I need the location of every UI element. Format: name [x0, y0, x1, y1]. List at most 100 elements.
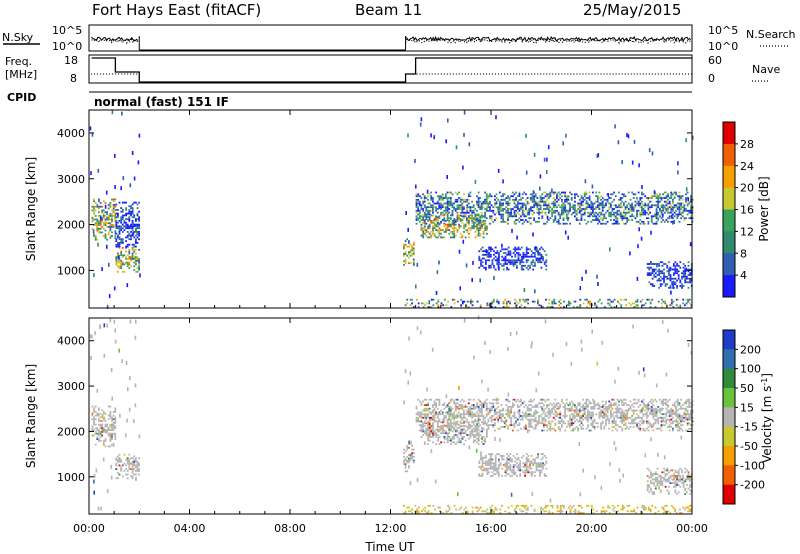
- heatmap-cell: [645, 411, 648, 414]
- heatmap-cell: [441, 426, 444, 429]
- heatmap-cell: [561, 418, 563, 421]
- heatmap-cell: [497, 209, 500, 212]
- heatmap-cell: [664, 275, 667, 278]
- heatmap-cell: [450, 437, 452, 440]
- heatmap-cell: [522, 298, 525, 301]
- heatmap-cell: [125, 225, 127, 228]
- heatmap-cell: [133, 261, 136, 264]
- heatmap-cell: [659, 200, 661, 203]
- heatmap-cell: [585, 400, 588, 403]
- heatmap-cell: [590, 429, 593, 432]
- heatmap-cell: [616, 416, 619, 419]
- heatmap-cell: [461, 198, 464, 201]
- heatmap-cell: [505, 306, 508, 308]
- heatmap-cell: [102, 429, 105, 431]
- heatmap-cell: [595, 404, 598, 406]
- heatmap-cell: [523, 202, 526, 205]
- heatmap-cell: [600, 198, 602, 201]
- heatmap-cell: [551, 209, 553, 212]
- heatmap-cell: [527, 259, 530, 262]
- heatmap-cell: [496, 467, 499, 470]
- heatmap-cell: [575, 413, 578, 416]
- heatmap-cell: [636, 300, 639, 303]
- heatmap-cell: [547, 208, 550, 210]
- heatmap-cell: [611, 413, 614, 416]
- heatmap-cell: [468, 227, 470, 230]
- heatmap-cell: [500, 409, 503, 412]
- heatmap-cell: [133, 468, 136, 470]
- heatmap-cell: [469, 214, 472, 217]
- heatmap-cell: [128, 218, 131, 220]
- heatmap-cell: [677, 264, 680, 267]
- heatmap-cell: [512, 261, 515, 264]
- heatmap-cell: [502, 202, 504, 205]
- heatmap-cell: [533, 152, 536, 157]
- heatmap-cell: [492, 206, 495, 209]
- heatmap-cell: [491, 306, 494, 308]
- heatmap-cell: [412, 262, 415, 264]
- heatmap-cell: [482, 421, 485, 424]
- heatmap-cell: [433, 409, 436, 412]
- heatmap-cell: [433, 413, 436, 416]
- heatmap-cell: [485, 456, 487, 459]
- heatmap-cell: [106, 423, 108, 426]
- heatmap-cell: [531, 193, 534, 196]
- heatmap-cell: [483, 266, 486, 269]
- heatmap-cell: [120, 250, 123, 253]
- heatmap-cell: [596, 217, 599, 220]
- heatmap-cell: [438, 227, 441, 230]
- heatmap-cell: [636, 424, 638, 426]
- heatmap-cell: [469, 195, 472, 198]
- heatmap-cell: [461, 206, 464, 209]
- heatmap-cell: [463, 425, 465, 427]
- heatmap-cell: [562, 141, 564, 146]
- heatmap-cell: [564, 422, 566, 425]
- heatmap-cell: [565, 213, 568, 216]
- heatmap-cell: [133, 460, 136, 463]
- heatmap-cell: [678, 191, 681, 194]
- heatmap-cell: [490, 215, 493, 218]
- heatmap-cell: [453, 206, 455, 209]
- heatmap-cell: [515, 300, 518, 303]
- heatmap-cell: [515, 222, 517, 225]
- heatmap-cell: [106, 305, 109, 309]
- heatmap-cell: [580, 219, 583, 221]
- heatmap-cell: [670, 197, 673, 199]
- heatmap-cell: [614, 215, 617, 218]
- heatmap-cell: [522, 268, 525, 271]
- heatmap-cell: [684, 268, 687, 271]
- heatmap-cell: [106, 211, 108, 214]
- heatmap-cell: [648, 272, 651, 275]
- heatmap-cell: [411, 455, 413, 458]
- nave-point: [684, 73, 687, 75]
- heatmap-cell: [474, 231, 477, 233]
- heatmap-cell: [463, 225, 465, 228]
- heatmap-cell: [483, 253, 486, 256]
- heatmap-cell: [583, 411, 586, 414]
- heatmap-cell: [552, 407, 555, 410]
- heatmap-cell: [525, 206, 527, 209]
- heatmap-cell: [451, 430, 454, 433]
- heatmap-cell: [495, 206, 498, 209]
- heatmap-cell: [647, 429, 650, 432]
- heatmap-cell: [647, 197, 650, 199]
- heatmap-cell: [642, 208, 645, 210]
- heatmap-cell: [621, 427, 624, 430]
- heatmap-cell: [685, 198, 687, 201]
- heatmap-cell: [111, 224, 113, 226]
- heatmap-cell: [669, 277, 672, 280]
- heatmap-cell: [582, 404, 584, 406]
- heatmap-cell: [516, 248, 518, 251]
- heatmap-cell: [408, 465, 410, 467]
- heatmap-cell: [114, 416, 117, 419]
- heatmap-cell: [689, 277, 691, 280]
- heatmap-cell: [690, 200, 692, 203]
- heatmap-cell: [574, 415, 576, 417]
- heatmap-cell: [667, 209, 669, 212]
- heatmap-cell: [678, 416, 681, 419]
- heatmap-cell: [663, 263, 665, 265]
- heatmap-cell: [504, 259, 507, 262]
- heatmap-cell: [552, 406, 555, 408]
- heatmap-cell: [587, 300, 590, 303]
- heatmap-cell: [408, 245, 410, 248]
